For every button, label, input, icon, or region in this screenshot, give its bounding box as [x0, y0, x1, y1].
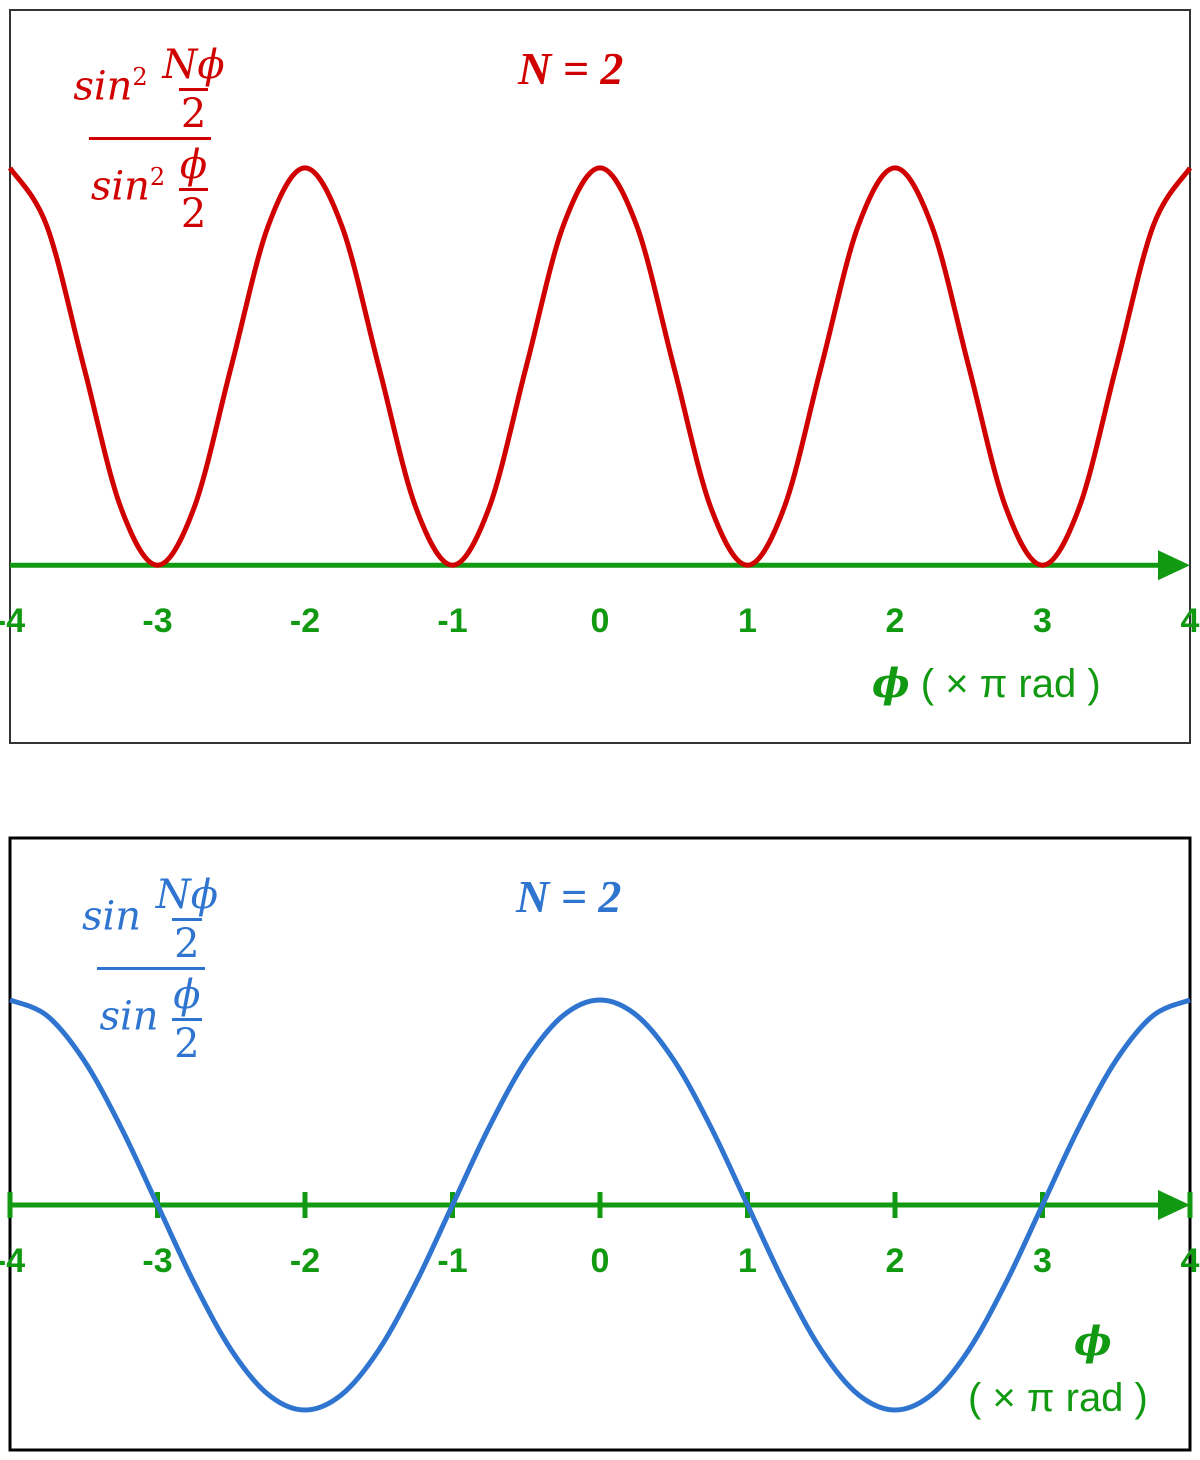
formula-den-func: sin	[90, 163, 150, 210]
formula-num-func: sin	[73, 63, 133, 110]
series-line	[7, 165, 1193, 568]
x-tick-label: 0	[590, 602, 610, 640]
formula-num-func: sin	[81, 893, 142, 940]
plot-frame	[8, 836, 1192, 1452]
formula-num-arg-num: Nϕ	[162, 42, 225, 88]
x-tick-label: 0	[590, 1242, 610, 1280]
x-tick-label: -1	[437, 1242, 468, 1280]
x-axis-arrow	[1158, 550, 1190, 581]
x-tick-label: -2	[289, 1242, 321, 1280]
formula-den-arg-den: 2	[172, 1018, 202, 1067]
formula-den-exp: 2	[149, 163, 166, 192]
x-tick-label: -1	[437, 602, 468, 640]
x-tick-label: 2	[885, 602, 905, 640]
series-line	[9, 997, 1191, 1413]
x-axis-symbol: ϕ	[872, 660, 910, 707]
formula-den-arg-num: ϕ	[179, 142, 208, 188]
x-axis-unit: ( × π rad )	[920, 662, 1101, 706]
formula-num-exp: 2	[132, 63, 148, 92]
bottom-chart-title: N = 2	[516, 871, 622, 922]
bottom-x-axis-unit: ( × π rad )	[968, 1376, 1148, 1420]
x-tick-label: -2	[289, 602, 321, 640]
x-tick-label: 2	[885, 1242, 905, 1280]
top-x-axis-label: ϕ ( × π rad )	[872, 660, 1101, 707]
formula-num-arg-den: 2	[178, 88, 209, 137]
formula-den-arg-den: 2	[178, 188, 209, 237]
x-tick-label: 3	[1033, 1242, 1052, 1280]
x-tick-label: 3	[1033, 602, 1052, 640]
top-chart-title: N = 2	[518, 43, 624, 94]
formula-den-func: sin	[99, 993, 159, 1040]
plot-frame	[9, 9, 1191, 744]
x-axis-arrow	[1158, 1189, 1190, 1220]
x-tick-label: -3	[142, 1242, 173, 1280]
x-tick-label: 1	[738, 602, 757, 640]
x-tick-label: 1	[738, 1242, 757, 1280]
x-tick-label: 4	[1180, 602, 1200, 640]
x-tick-label: -3	[142, 602, 173, 640]
formula-num-arg-den: 2	[172, 918, 202, 967]
bottom-x-axis-symbol: ϕ	[1074, 1318, 1112, 1365]
x-tick-label: -4	[0, 602, 26, 640]
formula-den-arg-num: ϕ	[173, 972, 201, 1018]
formula-num-arg-num: Nϕ	[155, 872, 219, 918]
x-tick-label: -4	[0, 1242, 26, 1280]
x-tick-label: 4	[1180, 1242, 1200, 1280]
